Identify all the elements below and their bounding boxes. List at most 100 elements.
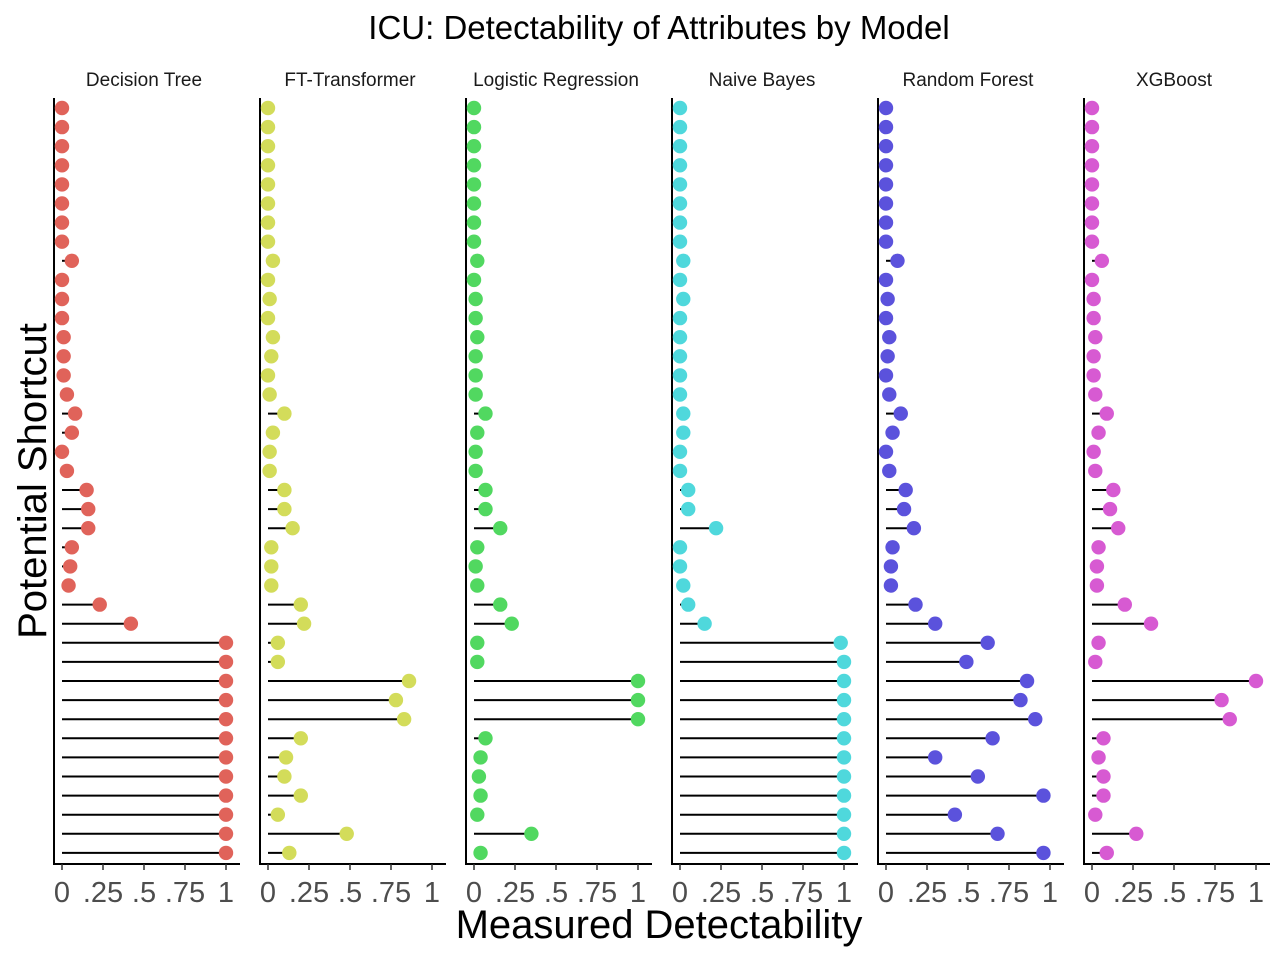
lollipop-point [1129, 826, 1144, 841]
lollipop-point [1084, 100, 1100, 116]
lollipop-point [54, 444, 70, 459]
lollipop-point [54, 215, 70, 230]
lollipop-point [878, 272, 894, 288]
lollipop-point [54, 272, 70, 288]
x-tick-label: 0 [672, 877, 688, 909]
y-axis-title: Potential Shortcut [11, 323, 55, 639]
lollipop-point [1102, 501, 1118, 517]
lollipop-point [260, 158, 276, 173]
lollipop-point [277, 501, 292, 517]
lollipop-point [672, 330, 688, 345]
lollipop-point [676, 425, 691, 440]
lollipop-point [898, 482, 913, 498]
lollipop-point [388, 692, 404, 708]
lollipop-point [466, 234, 482, 249]
lollipop-point [466, 158, 482, 173]
lollipop-point [1143, 616, 1159, 631]
panel-decision-tree: Decision Tree 0 .25 .5 .75 1 [53, 70, 240, 909]
lollipop-point [878, 158, 894, 173]
lollipop-point [270, 807, 286, 822]
lollipop-point [970, 769, 986, 784]
lollipop-point [270, 635, 286, 650]
lollipop-point [1086, 310, 1101, 326]
lollipop-point [672, 215, 688, 230]
lollipop-point [260, 215, 276, 230]
lollipop-point [264, 349, 279, 364]
lollipop-point [218, 654, 234, 670]
lollipop-point [285, 521, 300, 536]
lollipop-point [672, 540, 688, 555]
lollipop-point [1084, 119, 1100, 135]
lollipop-point [473, 788, 488, 803]
x-tick-label: .75 [783, 877, 823, 909]
lollipop-point [262, 463, 277, 479]
x-tick-label: 1 [218, 877, 234, 909]
lollipop-point [1028, 712, 1043, 727]
lollipop-point [980, 635, 995, 650]
lollipop-point [81, 521, 96, 536]
panel-title: Logistic Regression [473, 70, 639, 91]
lollipop-point [1214, 692, 1229, 708]
x-tick-label: .5 [132, 877, 156, 909]
lollipop-point [468, 368, 483, 383]
lollipop-point [493, 597, 508, 612]
lollipop-point [468, 349, 483, 364]
lollipop-point [339, 826, 354, 841]
lollipop-point [54, 100, 70, 116]
lollipop-point [1084, 272, 1100, 288]
lollipop-point [1248, 673, 1264, 689]
lollipop-point [218, 712, 234, 727]
lollipop-point [878, 444, 894, 459]
lollipop-point [836, 807, 852, 822]
lollipop-point [672, 310, 688, 326]
lollipop-point [1086, 444, 1101, 459]
lollipop-point [470, 635, 485, 650]
lollipop-point [672, 463, 688, 479]
lollipop-point [54, 139, 70, 154]
panel-title: Naive Bayes [709, 70, 816, 91]
lollipop-point [676, 253, 691, 268]
lollipop-point [836, 654, 852, 670]
x-tick-label: .75 [165, 877, 205, 909]
lollipop-point [468, 559, 483, 574]
lollipop-point [883, 559, 899, 574]
lollipop-point [524, 826, 539, 841]
lollipop-point [470, 425, 485, 440]
lollipop-point [466, 100, 482, 116]
lollipop-point [1088, 807, 1103, 822]
x-tick-label: .25 [701, 877, 741, 909]
lollipop-point [990, 826, 1005, 841]
panel-title: Decision Tree [86, 70, 202, 91]
lollipop-point [278, 750, 294, 765]
lollipop-point [265, 425, 281, 440]
lollipop-point [676, 406, 691, 421]
lollipop-point [890, 253, 905, 268]
lollipop-point [630, 673, 646, 689]
lollipop-point [708, 521, 724, 536]
lollipop-point [493, 521, 508, 536]
lollipop-point [1086, 349, 1101, 364]
lollipop-point [59, 387, 75, 402]
lollipop-point [470, 540, 485, 555]
lollipop-point [260, 310, 276, 326]
lollipop-point [1036, 845, 1051, 861]
lollipop-point [504, 616, 519, 631]
x-tick-label: 0 [878, 877, 894, 909]
lollipop-point [883, 578, 899, 593]
lollipop-point [54, 234, 70, 249]
lollipop-point [262, 387, 277, 402]
lollipop-point [880, 291, 895, 307]
lollipop-point [277, 406, 292, 421]
lollipop-point [62, 559, 78, 574]
lollipop-point [478, 501, 493, 517]
lollipop-point [1084, 234, 1100, 249]
lollipop-point [1089, 578, 1105, 593]
lollipop-point [79, 482, 94, 498]
lollipop-point [672, 139, 688, 154]
lollipop-point [1086, 368, 1101, 383]
lollipop-point [672, 234, 688, 249]
lollipop-point [218, 635, 234, 650]
lollipop-point [681, 482, 696, 498]
lollipop-point [401, 673, 417, 689]
lollipop-point [277, 769, 292, 784]
